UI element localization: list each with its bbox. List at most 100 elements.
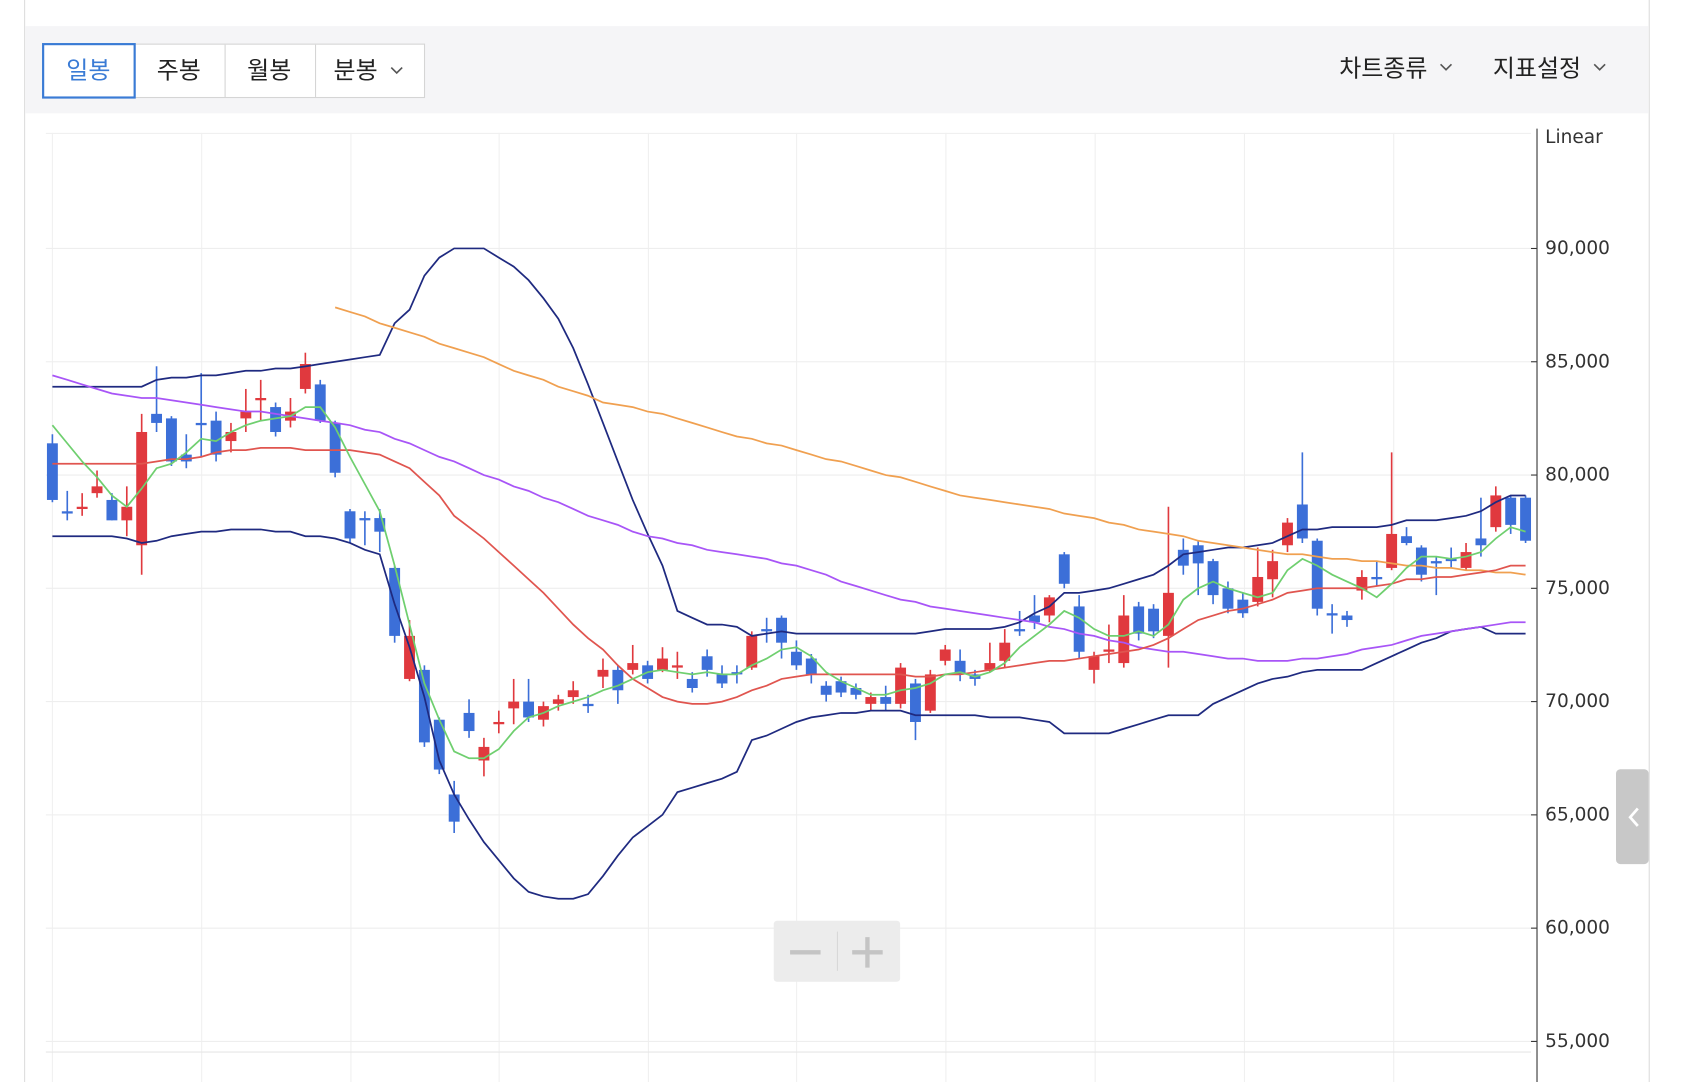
menu-label[interactable]: 차트종류	[1339, 54, 1427, 82]
candle-body	[1058, 554, 1070, 584]
candle-body	[418, 669, 430, 743]
candle-body	[939, 649, 951, 661]
candle-body	[701, 656, 713, 670]
indicator-line	[52, 528, 1526, 900]
candle-body	[61, 511, 73, 514]
candle-body	[820, 685, 832, 695]
candle-body	[999, 642, 1011, 661]
candle-body	[329, 422, 341, 473]
zoom-in[interactable]	[852, 937, 883, 968]
candle-body	[374, 518, 386, 532]
candle-body	[895, 667, 907, 704]
candle-body	[1282, 522, 1293, 546]
candle-body	[344, 511, 356, 539]
candle-body	[850, 687, 862, 695]
chevron	[1440, 63, 1453, 71]
candle-body	[404, 635, 415, 679]
candle-body	[508, 701, 520, 709]
candle-body	[627, 663, 639, 670]
y-tick-label: 75,000	[1545, 578, 1610, 599]
candle-body	[1103, 649, 1115, 652]
candle-body	[835, 681, 847, 693]
candle-body	[1430, 561, 1442, 564]
y-tick-label: 60,000	[1545, 918, 1610, 939]
candle-body	[954, 660, 966, 675]
candle-body	[1267, 561, 1279, 580]
candle-body	[1088, 656, 1100, 670]
candle-body	[1490, 495, 1502, 528]
candle-body	[1401, 536, 1412, 544]
candle-body	[165, 418, 177, 462]
candle-body	[359, 518, 371, 521]
candle-body	[1460, 552, 1472, 568]
candle-body	[1222, 588, 1234, 609]
candle-body	[597, 669, 609, 677]
candle-body	[493, 721, 505, 725]
candle-body	[225, 431, 237, 442]
candle-body	[671, 665, 683, 668]
y-tick-label: 70,000	[1545, 691, 1610, 712]
y-tick-label: 80,000	[1545, 465, 1610, 486]
candle-body	[1237, 599, 1249, 614]
chevron	[1593, 63, 1606, 71]
candle-body	[1326, 613, 1338, 616]
candle-body	[1073, 606, 1085, 652]
candle-body	[582, 703, 594, 707]
tab-label[interactable]: 월봉	[247, 56, 291, 84]
candle-body	[1192, 545, 1204, 564]
candle-body	[1296, 504, 1308, 539]
candle-body	[567, 690, 579, 698]
candle-body	[865, 697, 877, 704]
candle-body	[1118, 615, 1130, 664]
y-tick-label: 55,000	[1545, 1031, 1610, 1052]
indicator-line	[334, 306, 1526, 576]
candle-body	[91, 486, 103, 494]
candle-body	[106, 499, 118, 521]
y-axis-label: Linear	[1545, 127, 1603, 148]
candle-body	[1014, 629, 1026, 632]
candle-body	[731, 672, 743, 675]
candle-body	[790, 651, 802, 666]
candle-body	[195, 422, 207, 426]
candle-body	[552, 699, 564, 704]
candle-body	[1386, 533, 1398, 568]
y-tick-label: 65,000	[1545, 804, 1610, 825]
candle-body	[240, 411, 252, 419]
candle-body	[270, 407, 282, 432]
candle-body	[984, 663, 996, 670]
candle-body	[1520, 497, 1532, 541]
candle-body	[805, 658, 817, 675]
candle-body	[255, 398, 267, 401]
candle-body	[314, 384, 326, 421]
tab-label[interactable]: 일봉	[66, 56, 110, 84]
candle-body	[1311, 540, 1323, 609]
candle-body	[299, 364, 311, 389]
candle-body	[1177, 549, 1189, 566]
tab-label[interactable]: 주봉	[157, 56, 201, 84]
candle-body	[1475, 538, 1487, 546]
candle-body	[121, 506, 133, 521]
candle-body	[910, 683, 921, 722]
candle-body	[1133, 606, 1145, 634]
candle-body	[46, 443, 58, 500]
menu-label[interactable]: 지표설정	[1493, 54, 1581, 82]
candle-body	[761, 629, 773, 632]
tab-active[interactable]	[42, 43, 136, 99]
indicator-line	[52, 446, 1526, 705]
chevron	[390, 66, 403, 75]
candle-body	[478, 746, 490, 761]
candle-body	[746, 635, 758, 668]
tab-label[interactable]: 분봉	[334, 56, 378, 84]
candle-body	[1505, 497, 1517, 525]
y-tick-label: 85,000	[1545, 351, 1610, 372]
candle-body	[1341, 615, 1353, 621]
candle-body	[776, 617, 787, 643]
indicator-line	[52, 247, 1526, 637]
candle-body	[448, 794, 460, 822]
indicator-line	[51, 406, 1526, 760]
candle-body	[880, 697, 892, 704]
candle-body	[1252, 576, 1264, 602]
